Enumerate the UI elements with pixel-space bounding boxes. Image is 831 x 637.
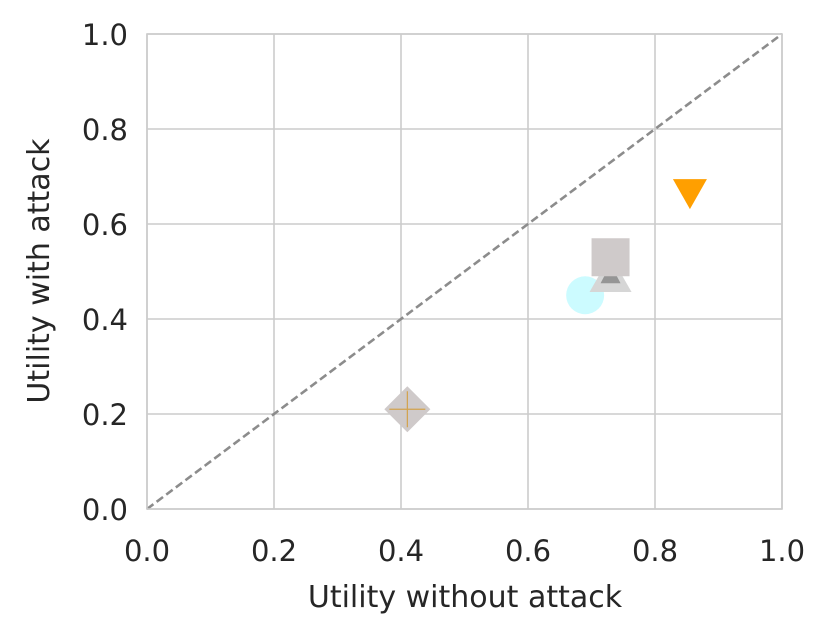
y-tick-label: 0.2 bbox=[82, 398, 128, 432]
data-point-diamond bbox=[384, 386, 431, 433]
y-tick-label: 0.6 bbox=[82, 208, 128, 242]
reference-line-group bbox=[146, 32, 783, 511]
y-tick-label: 0.0 bbox=[82, 493, 128, 527]
y-tick-label: 1.0 bbox=[82, 18, 128, 52]
square-marker bbox=[591, 238, 630, 277]
y-tick-label: 0.8 bbox=[82, 113, 128, 147]
x-tick-label: 0.8 bbox=[632, 534, 678, 568]
x-axis-label: Utility without attack bbox=[308, 580, 623, 615]
x-tick-label: 0.0 bbox=[124, 534, 170, 568]
y-axis-label: Utility with attack bbox=[22, 138, 57, 404]
y-tick-labels: 0.0 0.2 0.4 0.6 0.8 1.0 bbox=[82, 18, 128, 527]
x-tick-labels: 0.0 0.2 0.4 0.6 0.8 1.0 bbox=[124, 534, 805, 568]
grid bbox=[146, 33, 783, 510]
triangle-down-marker bbox=[672, 179, 707, 210]
data-point-triangle-down bbox=[672, 179, 707, 210]
data-point-square bbox=[591, 238, 630, 277]
y-tick-label: 0.4 bbox=[82, 303, 128, 337]
data-points bbox=[384, 179, 707, 433]
x-tick-label: 0.4 bbox=[378, 534, 424, 568]
x-tick-label: 0.6 bbox=[505, 534, 551, 568]
x-tick-label: 0.2 bbox=[251, 534, 297, 568]
plot-frame bbox=[146, 33, 783, 510]
x-tick-label: 1.0 bbox=[759, 534, 805, 568]
reference-line bbox=[146, 32, 783, 511]
